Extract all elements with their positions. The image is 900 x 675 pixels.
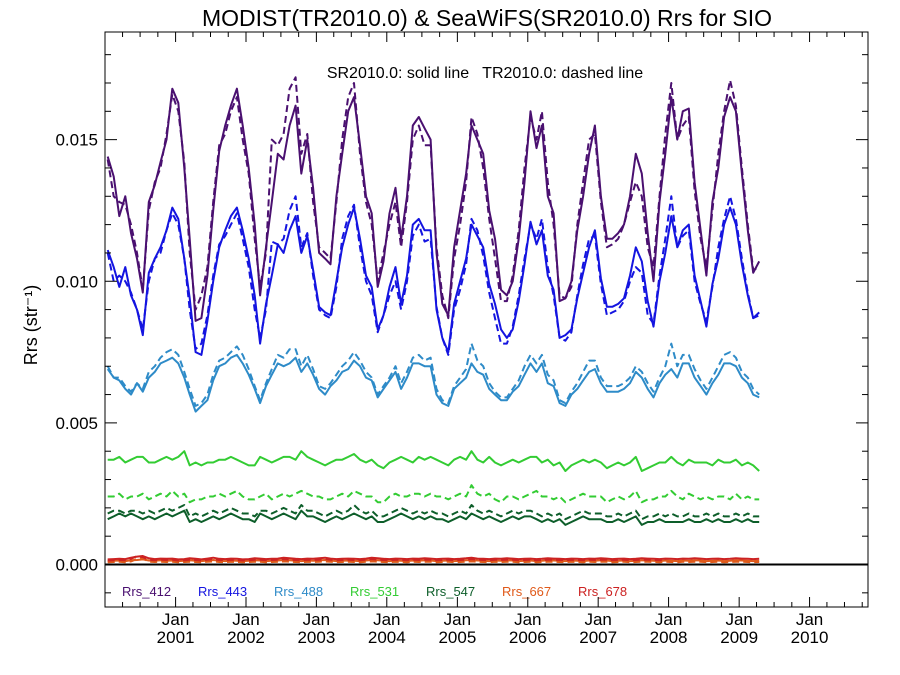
- series-line-rrs-547-solid: [107, 509, 760, 526]
- chart-title: MODIST(TR2010.0) & SeaWiFS(SR2010.0) Rrs…: [202, 5, 772, 31]
- x-tick-month: Jan: [514, 610, 541, 629]
- legend-item-rrs-443: Rrs_443: [198, 584, 247, 599]
- x-tick-month: Jan: [584, 610, 611, 629]
- y-tick-label: 0.005: [55, 414, 98, 433]
- y-axis-label: Rrs (str⁻¹): [21, 285, 41, 365]
- plot-frame: [104, 31, 869, 608]
- legend-item-rrs-547: Rrs_547: [426, 584, 475, 599]
- series-line-rrs-678-dashed: [107, 555, 666, 562]
- legend: Rrs_412 Rrs_443 Rrs_488 Rrs_531 Rrs_547 Rrs_6…: [122, 584, 627, 599]
- series-line-rrs-667-dashed: [107, 557, 760, 564]
- legend-item-rrs-412: Rrs_412: [122, 584, 171, 599]
- x-tick-year: 2001: [157, 628, 195, 647]
- x-tick-month: Jan: [655, 610, 682, 629]
- y-tick-label: 0.015: [55, 131, 98, 150]
- series-line-rrs-443-dashed: [106, 195, 760, 356]
- x-tick-month: Jan: [725, 610, 752, 629]
- series-line-rrs-488-dashed: [106, 342, 760, 407]
- legend-item-rrs-678: Rrs_678: [578, 584, 627, 599]
- series-layer: [106, 76, 761, 564]
- series-line-rrs-412-solid: [106, 87, 761, 322]
- x-tick-year: 2004: [368, 628, 406, 647]
- series-line-rrs-412-dashed: [106, 76, 760, 320]
- series-line-rrs-678-solid: [107, 555, 760, 561]
- x-tick-month: Jan: [796, 610, 823, 629]
- x-tick-month: Jan: [162, 610, 189, 629]
- legend-item-rrs-667: Rrs_667: [502, 584, 551, 599]
- y-tick-label: 0.000: [55, 556, 98, 575]
- x-tick-year: 2005: [438, 628, 476, 647]
- legend-item-rrs-531: Rrs_531: [350, 584, 399, 599]
- x-tick-year: 2008: [650, 628, 688, 647]
- series-line-rrs-488-solid: [106, 353, 760, 413]
- x-tick-year: 2003: [297, 628, 335, 647]
- x-tick-month: Jan: [232, 610, 259, 629]
- x-tick-month: Jan: [444, 610, 471, 629]
- x-tick-year: 2006: [509, 628, 547, 647]
- y-tick-label: 0.010: [55, 272, 98, 291]
- x-tick-year: 2002: [227, 628, 265, 647]
- x-tick-year: 2007: [579, 628, 617, 647]
- axes: 0.0000.0050.0100.015Jan2001Jan2002Jan200…: [55, 32, 868, 647]
- line-style-annotation: SR2010.0: solid line TR2010.0: dashed li…: [327, 65, 643, 82]
- x-tick-month: Jan: [303, 610, 330, 629]
- series-line-rrs-547-dashed: [107, 504, 760, 521]
- legend-item-rrs-488: Rrs_488: [274, 584, 323, 599]
- x-tick-year: 2010: [791, 628, 829, 647]
- series-line-rrs-443-solid: [106, 206, 760, 356]
- series-line-rrs-531-solid: [107, 450, 760, 472]
- x-tick-year: 2009: [720, 628, 758, 647]
- x-tick-month: Jan: [373, 610, 400, 629]
- series-line-rrs-531-dashed: [107, 484, 760, 504]
